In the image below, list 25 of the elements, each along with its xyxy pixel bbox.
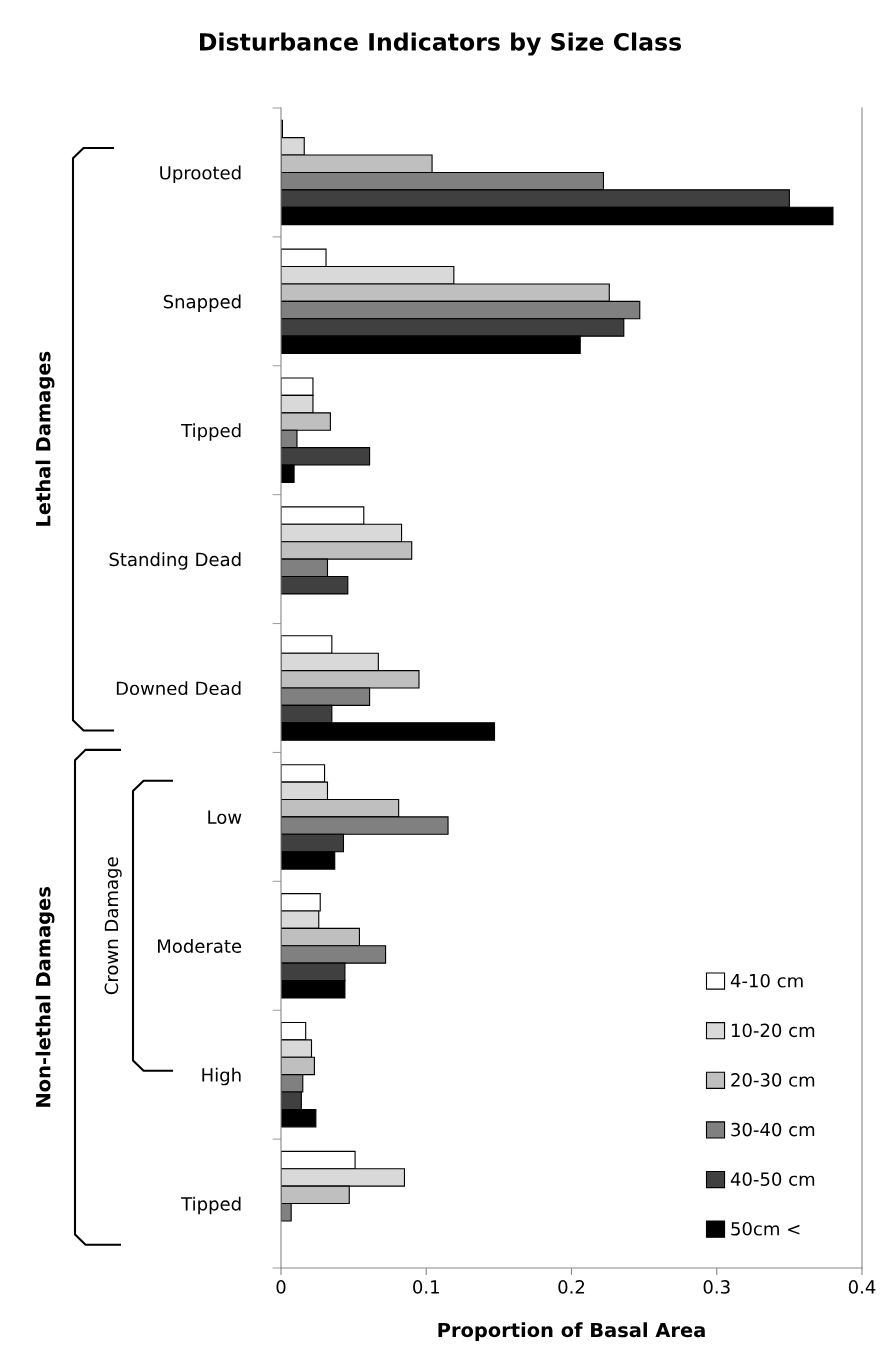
y-tick-label: Tipped <box>181 423 241 441</box>
legend-label: 10-20 cm <box>731 1023 815 1038</box>
legend-label: 50cm < <box>731 1221 800 1236</box>
chart-title: Disturbance Indicators by Size Class <box>200 32 682 56</box>
y-tick-label: Downed Dead <box>116 681 241 696</box>
text: Non-lethal Damages <box>35 887 55 1107</box>
legend-label: 4-10 cm <box>730 973 803 988</box>
y-tick-label: Low <box>208 810 242 825</box>
x-tick-label: 0.4 <box>848 1280 876 1294</box>
text: Crown Damage <box>104 857 122 995</box>
legend-label: 20-30 cm <box>731 1073 815 1087</box>
y-tick-label: High <box>202 1067 241 1086</box>
x-tick-label: 0.3 <box>703 1280 730 1294</box>
x-tick-label: 0 <box>276 1280 286 1294</box>
y-tick-label: Snapped <box>163 294 241 312</box>
y-tick-label: Uprooted <box>160 165 241 184</box>
text: Lethal Damages <box>35 351 55 526</box>
x-tick-label: 0.1 <box>413 1280 439 1294</box>
x-tick-label: 0.2 <box>558 1280 585 1294</box>
legend-label: 30-40 cm <box>731 1122 815 1137</box>
y-tick-label: Moderate <box>158 938 242 953</box>
legend-label: 40-50 cm <box>730 1172 815 1186</box>
y-tick-label: Standing Dead <box>109 552 241 570</box>
x-axis-title: Proportion of Basal Area <box>438 1322 705 1342</box>
y-tick-label: Tipped <box>181 1196 241 1215</box>
